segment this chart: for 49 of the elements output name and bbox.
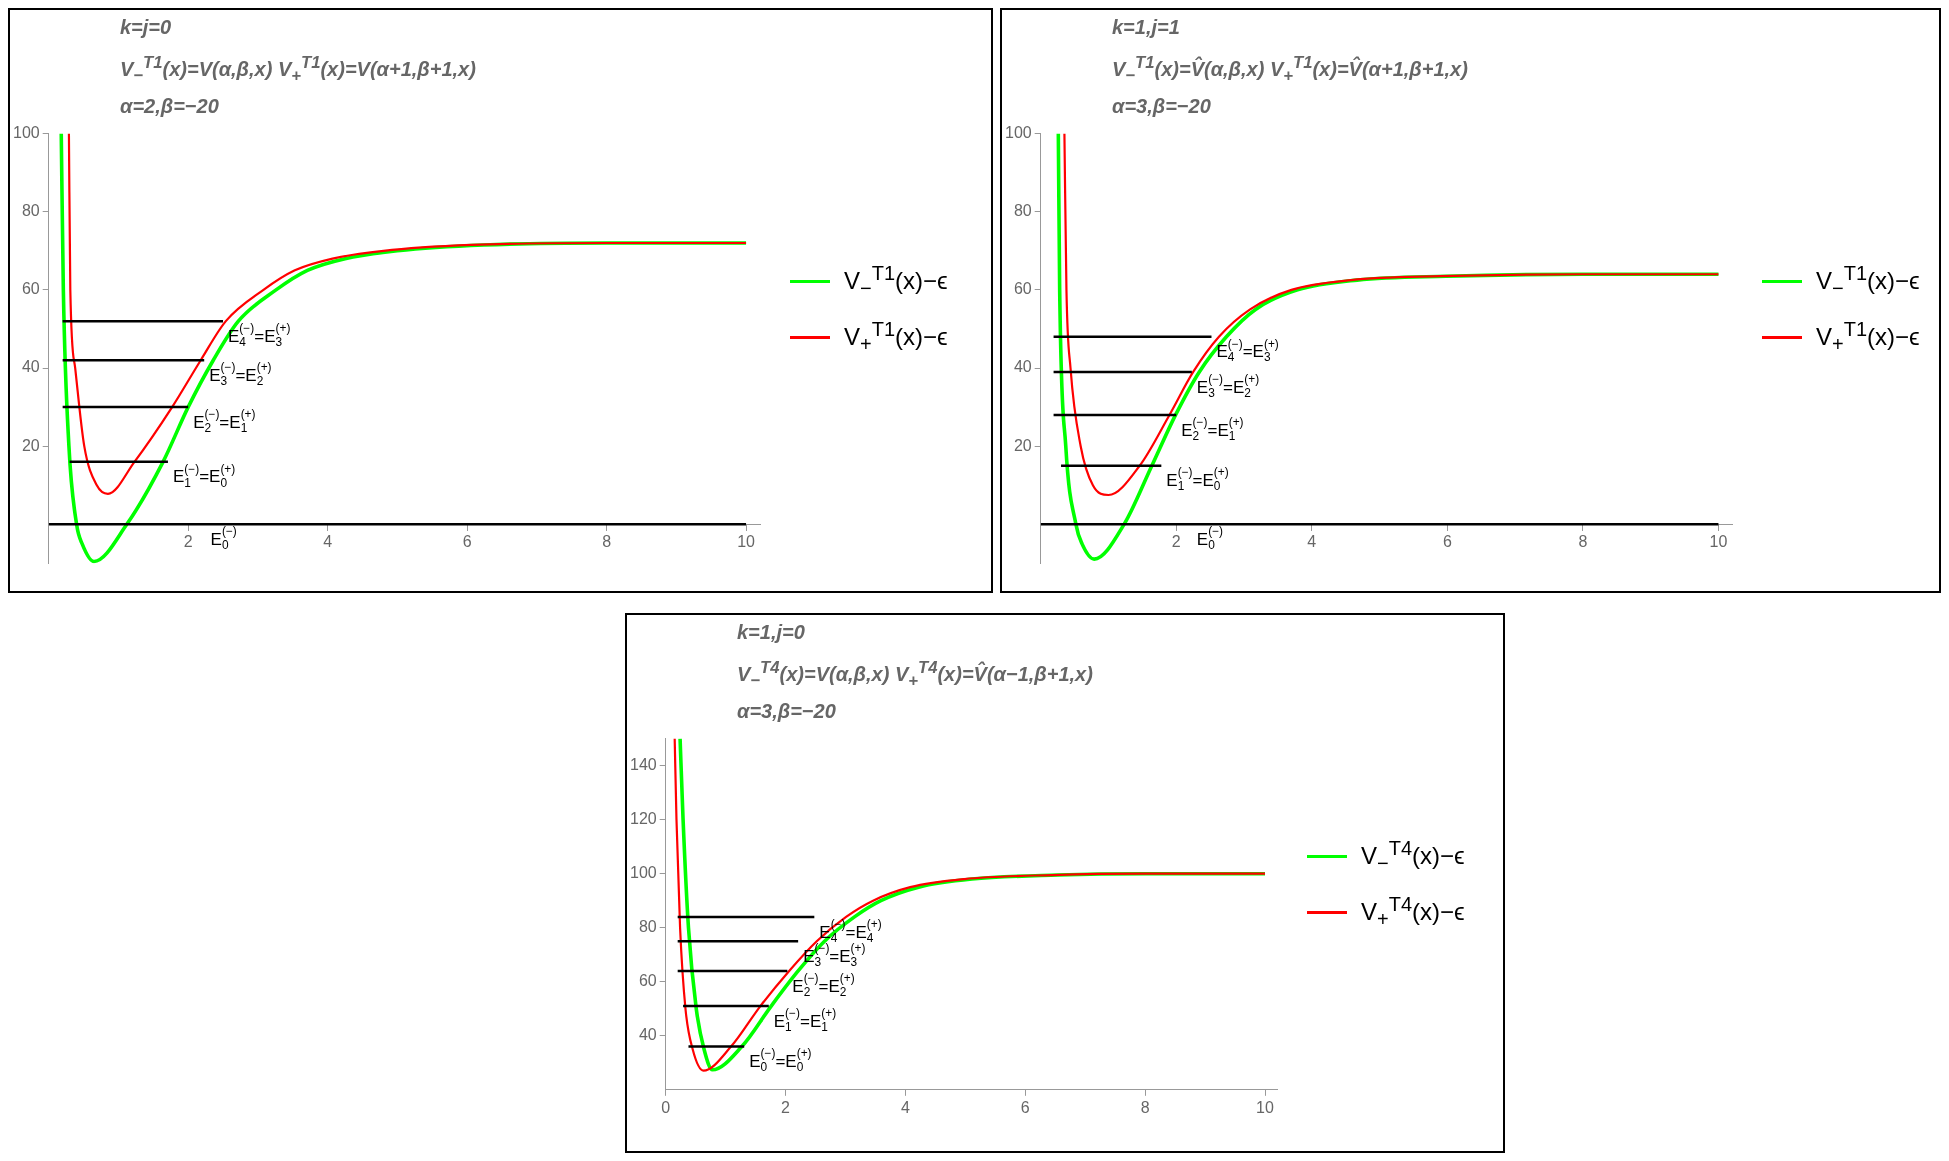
y-tick-label: 20 <box>21 436 40 454</box>
y-tick-label: 60 <box>21 279 40 297</box>
y-tick-label: 80 <box>638 917 657 935</box>
y-tick-label: 20 <box>1013 436 1032 454</box>
x-tick-label: 6 <box>1442 532 1452 550</box>
chart-subtitle: V$_{−}$$^{T4}$(x)=V(α,β,x) V$_{+}$$^{T4}$(x)=V̂(α−1,β+1,x) <box>737 657 1094 692</box>
y-tick-label: 80 <box>21 201 40 219</box>
x-tick-label: 8 <box>1578 532 1588 550</box>
y-tick-label: 40 <box>21 358 40 376</box>
y-tick-label: 40 <box>638 1025 657 1043</box>
x-tick-label: 10 <box>1709 532 1728 550</box>
y-tick-label: 100 <box>1004 123 1032 141</box>
line-series <box>67 133 748 495</box>
y-tick-label: 80 <box>1013 201 1032 219</box>
chart-title: k=1,j=1 <box>1112 15 1181 40</box>
x-tick-label: 2 <box>183 532 193 550</box>
x-tick-label: 4 <box>900 1098 910 1116</box>
legend-label: V$_{−}$$^{T4}$(x)−ϵ <box>1361 837 1465 876</box>
legend-label: V$_{+}$$^{T4}$(x)−ϵ <box>1361 893 1465 931</box>
chart-subtitle: V$_{−}$$^{T1}$(x)=V̂(α,β,x) V$_{+}$$^{T1}$(x)=V̂(α+1,β+1,x) <box>1112 52 1469 87</box>
chart-subtitle: V$_{−}$$^{T1}$(x)=V(α,β,x) V$_{+}$$^{T1}$(x)=V(α+1,β+1,x) <box>120 52 477 87</box>
line-series <box>1063 133 1720 496</box>
x-tick-label: 4 <box>1307 532 1317 550</box>
text: α=2,β=−20 <box>120 93 220 119</box>
x-tick-label: 8 <box>1140 1098 1150 1116</box>
y-tick-label: 40 <box>1013 358 1032 376</box>
text: α=3,β=−20 <box>1112 93 1212 119</box>
x-tick-label: 8 <box>602 532 612 550</box>
y-tick-label: 140 <box>629 755 657 773</box>
legend-label: V$_{−}$$^{T1}$(x)−ϵ <box>844 262 948 301</box>
x-tick-label: 10 <box>1256 1098 1275 1116</box>
legend-label: V$_{+}$$^{T1}$(x)−ϵ <box>1816 318 1920 356</box>
chart-title: k=j=0 <box>120 15 173 40</box>
y-tick-label: 120 <box>629 809 657 827</box>
x-tick-label: 6 <box>1020 1098 1030 1116</box>
legend-label: V$_{+}$$^{T1}$(x)−ϵ <box>844 318 948 356</box>
y-tick-label: 60 <box>1013 279 1032 297</box>
x-tick-label: 2 <box>781 1098 791 1116</box>
y-tick-label: 60 <box>638 971 657 989</box>
legend-label: V$_{−}$$^{T1}$(x)−ϵ <box>1816 262 1920 301</box>
y-tick-label: 100 <box>12 123 40 141</box>
x-tick-label: 2 <box>1171 532 1181 550</box>
text: α=3,β=−20 <box>737 698 837 724</box>
x-tick-label: 4 <box>323 532 333 550</box>
x-tick-label: 0 <box>661 1098 671 1116</box>
chart-title: k=1,j=0 <box>737 620 806 645</box>
x-tick-label: 6 <box>462 532 472 550</box>
y-tick-label: 100 <box>629 863 657 881</box>
x-tick-label: 10 <box>737 532 756 550</box>
